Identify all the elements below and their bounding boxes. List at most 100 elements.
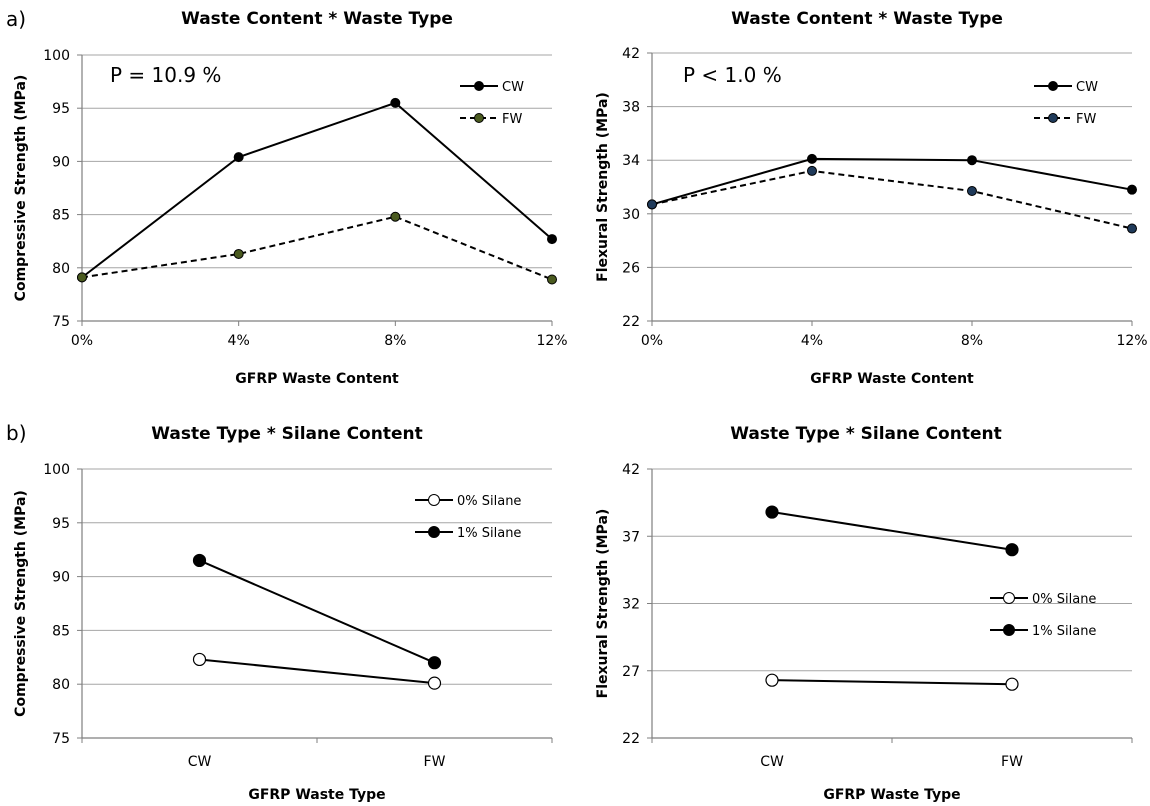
x-tick-label: FW bbox=[424, 754, 446, 770]
data-point bbox=[390, 211, 401, 222]
series-line-cw bbox=[651, 157, 1133, 206]
data-point bbox=[1127, 184, 1137, 195]
y-tick-label: 22 bbox=[622, 314, 640, 330]
y-axis-label: Flexural Strength (MPa) bbox=[595, 509, 611, 699]
data-point bbox=[192, 652, 207, 667]
data-point bbox=[765, 505, 779, 519]
legend-label: CW bbox=[1076, 80, 1098, 95]
chart-4: Waste Type * Silane Content 22 27 32 37 42 CW F… bbox=[595, 424, 1133, 803]
y-tick-label: 42 bbox=[622, 46, 640, 62]
series-line-cw bbox=[81, 101, 553, 279]
y-tick-label: 37 bbox=[622, 529, 640, 545]
y-tick-label: 85 bbox=[52, 208, 70, 224]
panel-label-b: b) bbox=[6, 421, 27, 445]
data-point bbox=[77, 272, 87, 283]
x-tick-label: FW bbox=[1001, 754, 1023, 770]
legend-label: FW bbox=[502, 112, 522, 127]
chart-title: Waste Content * Waste Type bbox=[731, 9, 1003, 29]
data-point bbox=[233, 152, 244, 163]
y-tick-label: 100 bbox=[43, 48, 70, 64]
y-tick-label: 26 bbox=[622, 260, 640, 276]
data-point bbox=[1127, 223, 1137, 234]
x-tick-label: 4% bbox=[228, 333, 250, 349]
series-line-1-silane bbox=[199, 559, 435, 664]
legend-swatch-marker bbox=[474, 113, 484, 123]
legend-label: 0% Silane bbox=[457, 494, 521, 509]
chart-title: Waste Content * Waste Type bbox=[181, 9, 453, 29]
data-point bbox=[1005, 543, 1019, 557]
x-axis-label: GFRP Waste Content bbox=[810, 371, 974, 387]
y-tick-label: 22 bbox=[622, 731, 640, 747]
legend-label: 1% Silane bbox=[1032, 624, 1096, 639]
legend-label: CW bbox=[502, 80, 524, 95]
y-axis-label: Compressive Strength (MPa) bbox=[13, 490, 29, 717]
chart-title: Waste Type * Silane Content bbox=[730, 424, 1001, 444]
x-tick-label: 8% bbox=[384, 333, 406, 349]
x-tick-label: 0% bbox=[71, 333, 93, 349]
series-line-fw bbox=[81, 215, 553, 281]
p-value-annotation: P = 10.9 % bbox=[110, 63, 221, 87]
legend-swatch-marker bbox=[474, 81, 484, 91]
legend-swatch-marker bbox=[428, 526, 440, 538]
data-point bbox=[233, 248, 244, 259]
data-point bbox=[647, 199, 657, 210]
x-tick-label: 8% bbox=[961, 333, 983, 349]
y-tick-label: 80 bbox=[52, 677, 70, 693]
data-point bbox=[967, 155, 977, 166]
data-point bbox=[427, 676, 442, 690]
y-tick-label: 90 bbox=[52, 570, 70, 586]
data-point bbox=[192, 553, 207, 568]
data-point bbox=[765, 673, 779, 687]
data-point bbox=[427, 656, 442, 670]
y-tick-label: 95 bbox=[52, 101, 70, 117]
y-axis-label: Flexural Strength (MPa) bbox=[595, 92, 611, 282]
y-tick-label: 38 bbox=[622, 100, 640, 116]
x-tick-label: CW bbox=[760, 754, 784, 770]
charts-group: Waste Content * Waste Type 75 80 85 90 95 100 0… bbox=[13, 9, 1148, 803]
x-tick-label: CW bbox=[188, 754, 212, 770]
y-tick-label: 90 bbox=[52, 154, 70, 170]
y-axis-label: Compressive Strength (MPa) bbox=[13, 75, 29, 302]
legend-swatch-marker bbox=[428, 494, 440, 506]
x-tick-label: 0% bbox=[641, 333, 663, 349]
x-tick-label: 12% bbox=[1116, 333, 1147, 349]
y-tick-label: 85 bbox=[52, 623, 70, 639]
series-line-0-silane bbox=[771, 679, 1013, 686]
data-point bbox=[807, 165, 817, 176]
y-tick-label: 42 bbox=[622, 462, 640, 478]
legend-swatch-marker bbox=[1003, 592, 1015, 604]
p-value-annotation: P < 1.0 % bbox=[683, 63, 782, 87]
x-tick-label: 4% bbox=[801, 333, 823, 349]
y-tick-label: 80 bbox=[52, 261, 70, 277]
y-tick-label: 32 bbox=[622, 597, 640, 613]
legend-label: FW bbox=[1076, 112, 1096, 127]
data-point bbox=[547, 274, 557, 285]
x-axis-label: GFRP Waste Content bbox=[235, 371, 399, 387]
x-axis-label: GFRP Waste Type bbox=[823, 787, 960, 803]
legend-swatch-marker bbox=[1003, 624, 1015, 636]
panel-label-a: a) bbox=[6, 7, 26, 31]
series-line-fw bbox=[651, 169, 1133, 230]
legend-swatch-marker bbox=[1048, 81, 1058, 91]
legend-label: 1% Silane bbox=[457, 526, 521, 541]
y-tick-label: 100 bbox=[43, 462, 70, 478]
y-tick-label: 75 bbox=[52, 314, 70, 330]
chart-3: Waste Type * Silane Content 75 80 85 90 95 100… bbox=[13, 424, 553, 803]
chart-1: Waste Content * Waste Type 75 80 85 90 95 100 0… bbox=[13, 9, 568, 387]
series-line-0-silane bbox=[199, 658, 435, 685]
data-point bbox=[1005, 677, 1019, 691]
y-tick-label: 27 bbox=[622, 664, 640, 680]
data-point bbox=[967, 186, 977, 197]
y-tick-label: 95 bbox=[52, 516, 70, 532]
legend-swatch-marker bbox=[1048, 113, 1058, 123]
series-line-1-silane bbox=[771, 511, 1013, 551]
chart-2: Waste Content * Waste Type 22 26 30 34 38 42 0%… bbox=[595, 9, 1148, 387]
data-point bbox=[547, 234, 557, 245]
chart-title: Waste Type * Silane Content bbox=[151, 424, 422, 444]
data-point bbox=[390, 97, 401, 108]
legend-label: 0% Silane bbox=[1032, 592, 1096, 607]
y-tick-label: 34 bbox=[622, 153, 640, 169]
x-axis-label: GFRP Waste Type bbox=[248, 787, 385, 803]
x-tick-label: 12% bbox=[536, 333, 567, 349]
y-tick-label: 30 bbox=[622, 207, 640, 223]
